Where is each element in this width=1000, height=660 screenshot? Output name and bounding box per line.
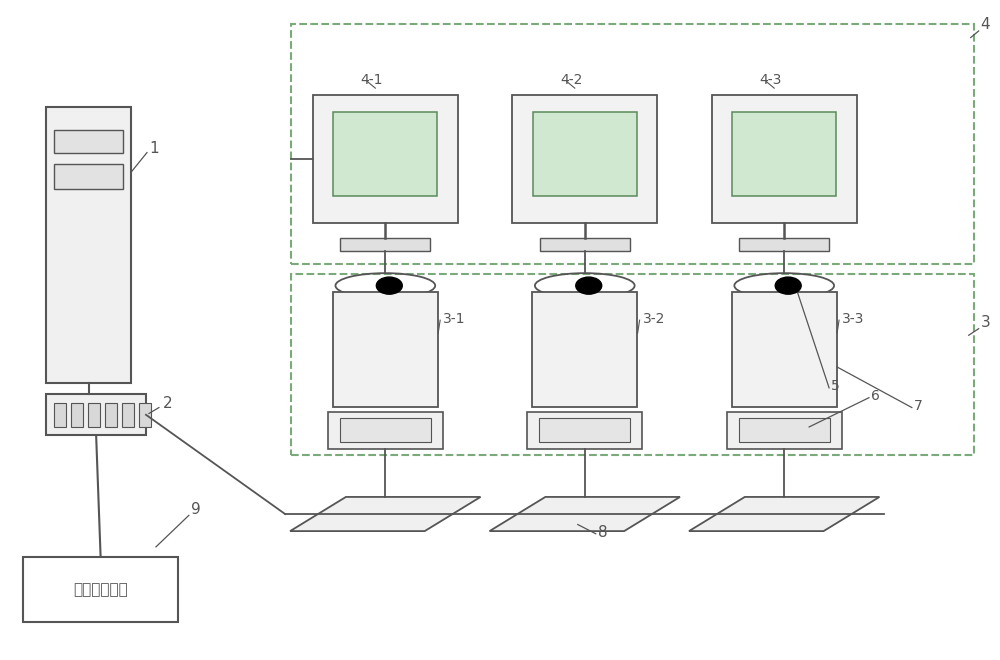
Bar	[739, 238, 829, 251]
Circle shape	[775, 277, 801, 294]
Bar	[340, 238, 430, 251]
Text: 4-3: 4-3	[759, 73, 782, 86]
Bar	[540, 238, 630, 251]
Text: 3-3: 3-3	[842, 312, 864, 327]
Bar	[54, 403, 66, 426]
Bar	[333, 292, 438, 407]
Bar	[712, 95, 857, 223]
Text: 6: 6	[871, 389, 880, 403]
Bar	[328, 412, 443, 449]
Text: 3-1: 3-1	[443, 312, 466, 327]
Text: 局域网服务器: 局域网服务器	[73, 582, 128, 597]
Text: 3: 3	[981, 315, 990, 330]
Bar	[139, 403, 151, 426]
Bar	[88, 403, 100, 426]
Bar	[727, 412, 842, 449]
Bar	[512, 95, 657, 223]
Bar	[23, 557, 178, 622]
Text: 4-2: 4-2	[560, 73, 582, 86]
Circle shape	[576, 277, 602, 294]
Bar	[739, 418, 830, 442]
Bar	[291, 24, 974, 264]
Bar	[732, 292, 837, 407]
Text: 2: 2	[163, 395, 173, 411]
Bar	[340, 418, 431, 442]
Bar	[46, 395, 146, 435]
Text: 4-1: 4-1	[360, 73, 383, 86]
Text: 9: 9	[191, 502, 201, 517]
Text: 8: 8	[598, 525, 607, 540]
Text: 3-2: 3-2	[643, 312, 665, 327]
Polygon shape	[689, 497, 879, 531]
Bar	[527, 412, 642, 449]
Bar	[71, 403, 83, 426]
Bar	[532, 292, 637, 407]
Bar	[54, 129, 123, 152]
Bar	[539, 418, 630, 442]
Text: 4: 4	[981, 17, 990, 32]
Bar	[732, 112, 836, 195]
Bar	[54, 164, 123, 189]
Bar	[333, 112, 437, 195]
Bar	[291, 274, 974, 455]
Bar	[46, 106, 131, 383]
Bar	[105, 403, 117, 426]
Polygon shape	[490, 497, 680, 531]
Text: 5: 5	[831, 379, 840, 393]
Bar	[122, 403, 134, 426]
Text: 1: 1	[149, 141, 159, 156]
Bar	[313, 95, 458, 223]
Text: 7: 7	[914, 399, 923, 413]
Circle shape	[376, 277, 402, 294]
Bar	[533, 112, 637, 195]
Polygon shape	[290, 497, 481, 531]
